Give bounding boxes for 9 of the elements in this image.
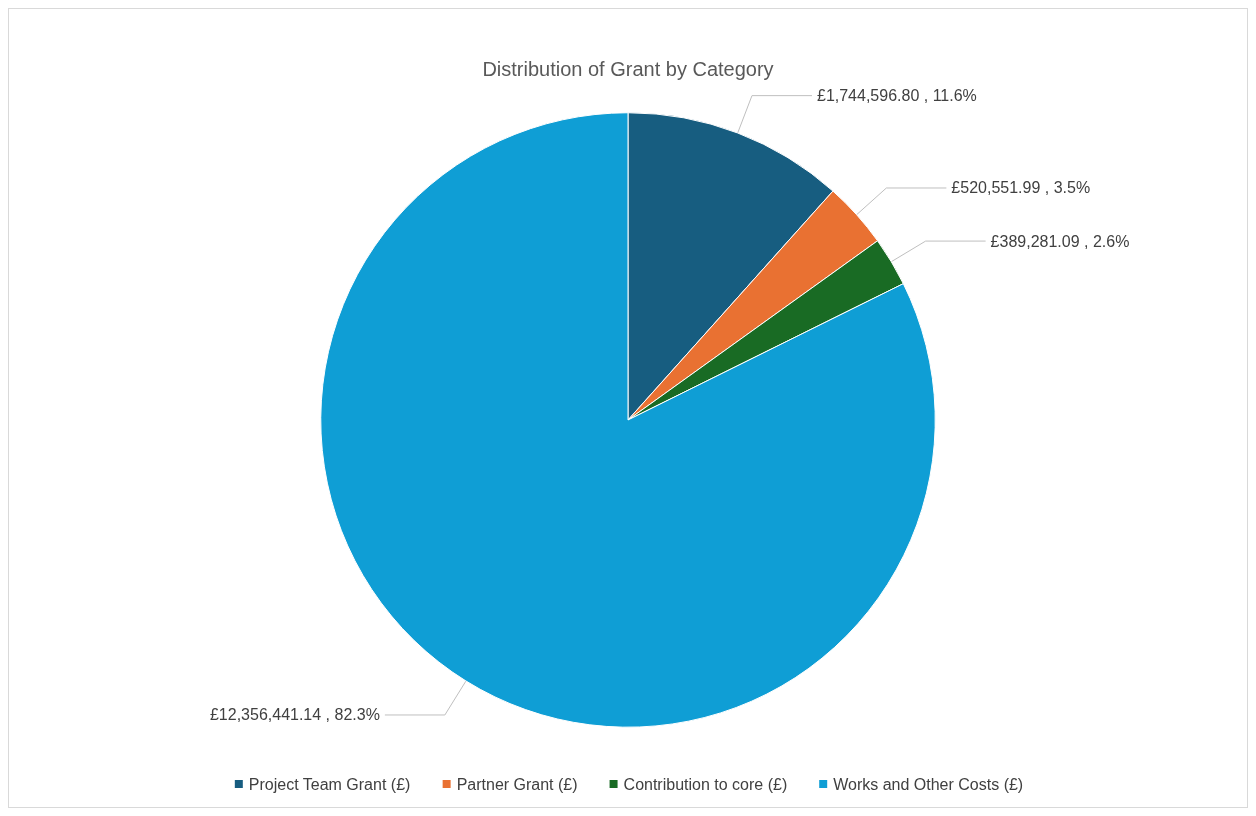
data-label: £1,744,596.80 , 11.6% <box>816 87 977 105</box>
data-label: £389,281.09 , 2.6% <box>990 232 1130 250</box>
chart-title: Distribution of Grant by Category <box>482 58 774 80</box>
data-label: £12,356,441.14 , 82.3% <box>209 706 380 724</box>
legend-label: Project Team Grant (£) <box>248 775 411 793</box>
legend-label: Contribution to core (£) <box>623 775 788 793</box>
data-label: £520,551.99 , 3.5% <box>951 179 1091 197</box>
legend-label: Works and Other Costs (£) <box>833 775 1024 793</box>
legend-label: Partner Grant (£) <box>456 775 578 793</box>
